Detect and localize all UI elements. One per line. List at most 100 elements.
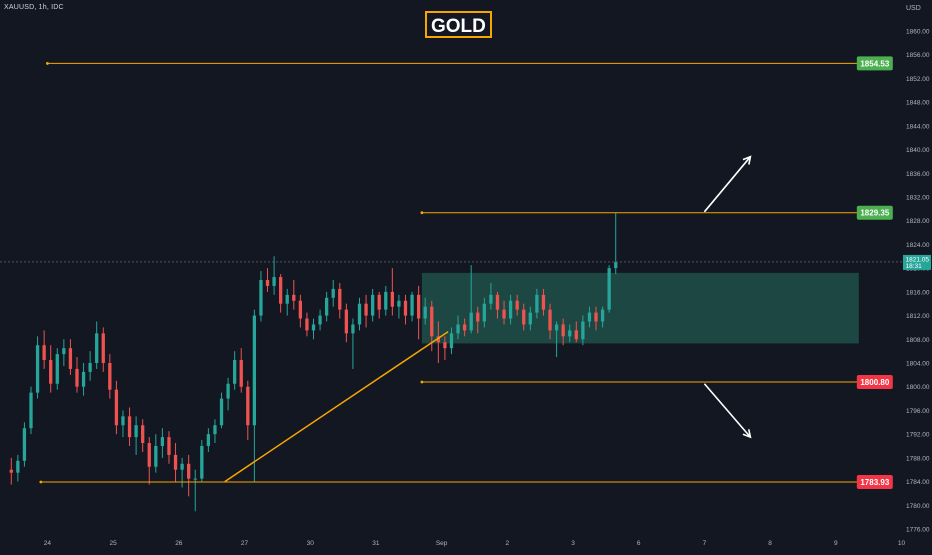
y-tick-label: 1840.00 (906, 147, 930, 154)
x-tick-label: 24 (44, 540, 52, 547)
candle-body (541, 294, 546, 310)
x-tick-label: 25 (110, 540, 118, 547)
x-tick-label: 26 (175, 540, 183, 547)
candle-body (49, 360, 53, 384)
candle-body (331, 288, 335, 298)
candle-body (318, 315, 322, 325)
candle-body (581, 321, 585, 340)
candle-body (390, 291, 394, 307)
arrow-head-icon (742, 429, 752, 439)
y-tick-label: 1816.00 (906, 289, 930, 296)
x-tick-label: 27 (241, 540, 249, 547)
candle-body (200, 446, 204, 479)
candle-body (462, 324, 467, 331)
candle-body (311, 324, 316, 331)
candle-body (495, 294, 500, 310)
candle-body (101, 333, 105, 363)
candle-body (180, 463, 184, 470)
y-tick-label: 1788.00 (906, 455, 930, 462)
trendline (224, 330, 449, 483)
level-anchor-dot (39, 480, 43, 484)
candle-body (121, 416, 125, 426)
candle-body (265, 280, 270, 286)
y-tick-label: 1800.00 (906, 384, 930, 391)
candle-body (279, 277, 283, 304)
y-tick-label: 1824.00 (906, 242, 930, 249)
level-price-label (856, 205, 893, 220)
y-tick-label: 1852.00 (906, 76, 930, 83)
candle-body (370, 294, 375, 316)
candle-body (141, 425, 145, 444)
candle-body (476, 312, 480, 322)
candle-body (187, 463, 191, 479)
y-tick-label: 1796.00 (906, 408, 930, 415)
candle-body (213, 425, 217, 435)
y-tick-label: 1856.00 (906, 52, 930, 59)
candle-body (338, 288, 342, 310)
current-price-label (903, 254, 931, 270)
candle-body (68, 348, 73, 369)
level-anchor-dot (46, 62, 49, 65)
y-tick-label: 1836.00 (906, 171, 930, 178)
y-tick-label: 1808.00 (906, 337, 930, 344)
x-tick-label: Sep (436, 540, 448, 547)
symbol-label: XAUUSD, 1h, IDC (4, 4, 64, 11)
level-anchor-dot (420, 380, 424, 384)
candle-body (535, 294, 539, 313)
candle-body (449, 333, 454, 349)
candle-body (324, 297, 329, 316)
level-anchor-dot (420, 211, 424, 215)
y-tick-label: 1812.00 (906, 313, 930, 320)
x-tick-label: 10 (898, 540, 906, 547)
candle-body (515, 300, 519, 310)
candle-body (246, 386, 250, 426)
y-tick-label: 1784.00 (906, 479, 930, 486)
candle-body (42, 345, 46, 361)
chart-title: GOLD (425, 11, 492, 38)
candle-body (416, 294, 421, 319)
x-tick-label: 7 (703, 540, 707, 547)
candles (9, 213, 618, 512)
candle-body (62, 348, 66, 355)
candle-body (154, 446, 158, 467)
candle-body (384, 291, 388, 310)
x-tick-label: 2 (506, 540, 510, 547)
candle-body (127, 416, 132, 438)
candle-body (469, 312, 473, 331)
candle-body (443, 342, 447, 349)
arrow-head-icon (742, 155, 752, 165)
candle-body (423, 306, 427, 319)
y-tick-label: 1832.00 (906, 195, 930, 202)
candle-body (252, 315, 257, 426)
candle-body (88, 363, 92, 372)
candle-body (436, 336, 440, 343)
level-price-text: 1854.53 (860, 59, 889, 68)
candle-body (482, 303, 486, 322)
candle-body (95, 333, 99, 363)
candle-body (377, 294, 381, 310)
y-tick-label: 1804.00 (906, 361, 930, 368)
candle-body (134, 425, 138, 438)
time-axis[interactable]: 24 25 26 27 30 31 Sep 2 3 6 7 8 9 10 (44, 540, 906, 547)
candle-body (108, 363, 112, 390)
candle-body (600, 309, 605, 322)
candle-body (193, 478, 197, 480)
candle-body (305, 318, 309, 331)
candle-body (160, 437, 165, 446)
drawings (224, 155, 752, 483)
candle-body (16, 460, 20, 473)
level-price-text: 1800.80 (860, 378, 889, 387)
x-tick-label: 3 (571, 540, 575, 547)
candle-body (226, 383, 230, 399)
candle-body (233, 360, 237, 384)
candle-body (259, 280, 263, 316)
level-price-label (856, 374, 893, 389)
range-zone (421, 272, 859, 344)
y-tick-label: 1776.00 (906, 527, 930, 534)
candle-body (344, 309, 349, 334)
x-tick-label: 6 (637, 540, 641, 547)
candle-body (574, 330, 578, 340)
